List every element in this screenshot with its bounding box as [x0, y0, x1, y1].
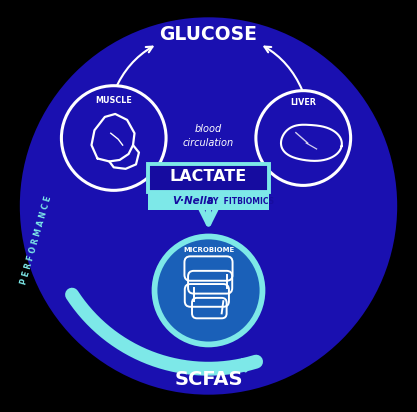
Text: MICROBIOME: MICROBIOME: [183, 246, 234, 253]
Circle shape: [61, 86, 166, 190]
Text: P E R F O R M A N C E: P E R F O R M A N C E: [19, 194, 53, 285]
Circle shape: [157, 239, 260, 342]
Text: blood
circulation: blood circulation: [183, 124, 234, 147]
Text: GLUCOSE: GLUCOSE: [160, 25, 257, 44]
Text: LIVER: LIVER: [290, 98, 316, 107]
Circle shape: [20, 17, 397, 395]
Text: V·Nella: V·Nella: [172, 197, 214, 206]
Text: BY  FITBIOMICS: BY FITBIOMICS: [205, 197, 274, 206]
Circle shape: [152, 234, 265, 347]
FancyBboxPatch shape: [148, 164, 269, 192]
Circle shape: [256, 91, 351, 185]
Text: MUSCLE: MUSCLE: [95, 96, 132, 105]
Text: LACTATE: LACTATE: [170, 169, 247, 184]
FancyBboxPatch shape: [148, 193, 269, 210]
Text: SCFAS: SCFAS: [174, 370, 243, 389]
